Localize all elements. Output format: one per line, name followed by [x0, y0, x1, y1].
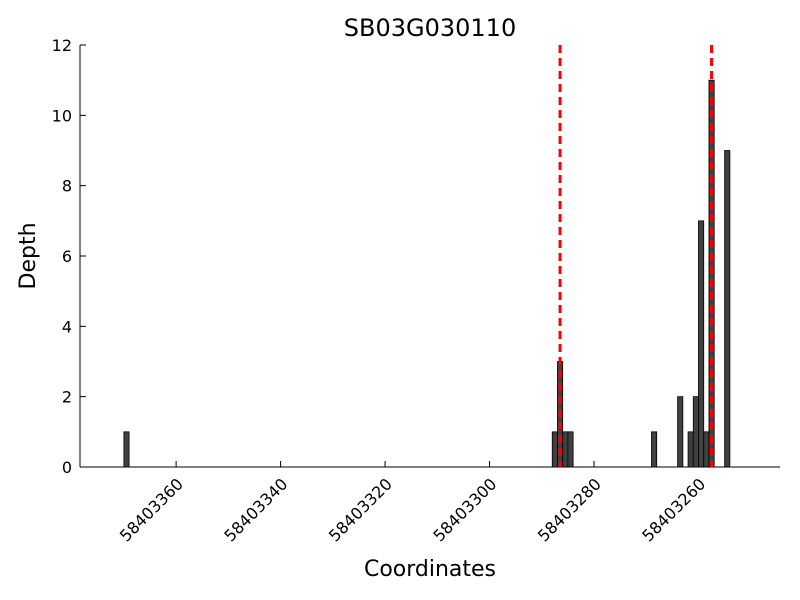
y-tick-label: 10 — [52, 106, 72, 125]
bar — [692, 396, 699, 468]
bar — [123, 431, 130, 468]
x-tick-label: 58403300 — [429, 474, 500, 545]
y-tick-label: 12 — [52, 36, 72, 55]
x-tick-label: 58403280 — [534, 474, 605, 545]
bar — [562, 431, 569, 468]
x-tick-label: 58403320 — [325, 474, 396, 545]
bar — [724, 150, 731, 468]
x-tick-label: 58403340 — [220, 474, 291, 545]
y-tick-label: 8 — [62, 177, 72, 196]
bar — [567, 431, 574, 468]
bar — [677, 396, 684, 468]
bar — [551, 431, 558, 468]
y-tick-label: 0 — [62, 458, 72, 477]
y-tick-label: 6 — [62, 247, 72, 266]
y-tick-label: 4 — [62, 317, 72, 336]
bar — [703, 431, 710, 468]
y-tick-label: 2 — [62, 388, 72, 407]
y-axis-label: Depth — [16, 222, 41, 289]
x-tick-label: 58403260 — [638, 474, 709, 545]
x-axis-label: Coordinates — [364, 557, 496, 582]
bar — [698, 220, 705, 468]
chart-title: SB03G030110 — [344, 14, 516, 42]
bar — [687, 431, 694, 468]
x-tick-label: 58403360 — [116, 474, 187, 545]
bar — [651, 431, 658, 468]
